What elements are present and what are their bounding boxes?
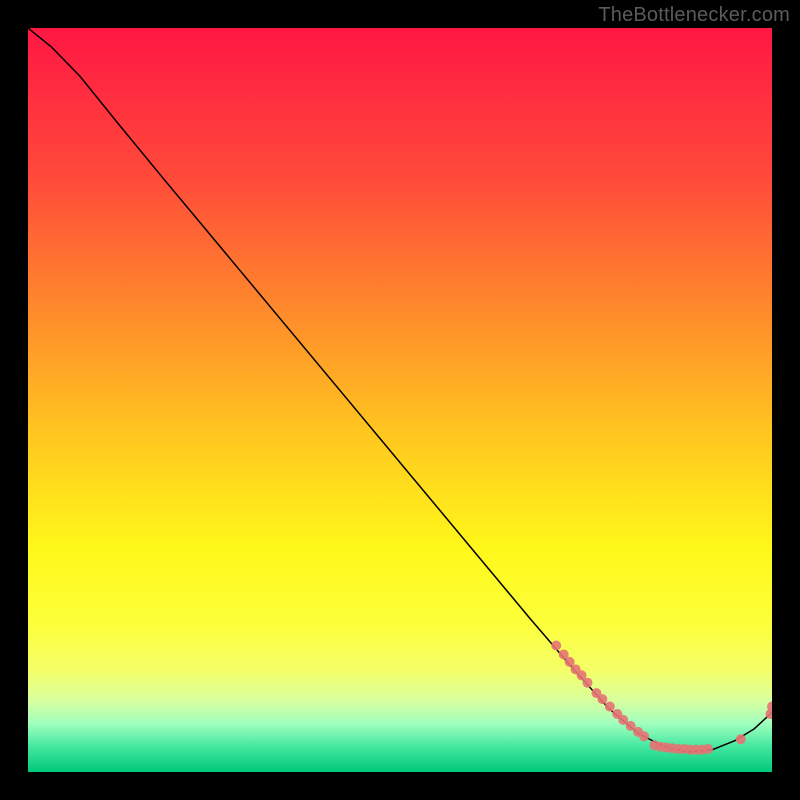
watermark-text: TheBottlenecker.com — [598, 4, 790, 27]
scatter-point — [703, 744, 713, 754]
scatter-point — [639, 731, 649, 741]
scatter-point — [582, 678, 592, 688]
scatter-point — [605, 702, 615, 712]
gradient-background — [28, 28, 772, 772]
chart-svg — [28, 28, 772, 772]
scatter-point — [736, 734, 746, 744]
scatter-point — [597, 694, 607, 704]
scatter-point — [551, 641, 561, 651]
plot-area — [28, 28, 772, 772]
chart-container: TheBottlenecker.com — [0, 0, 800, 800]
